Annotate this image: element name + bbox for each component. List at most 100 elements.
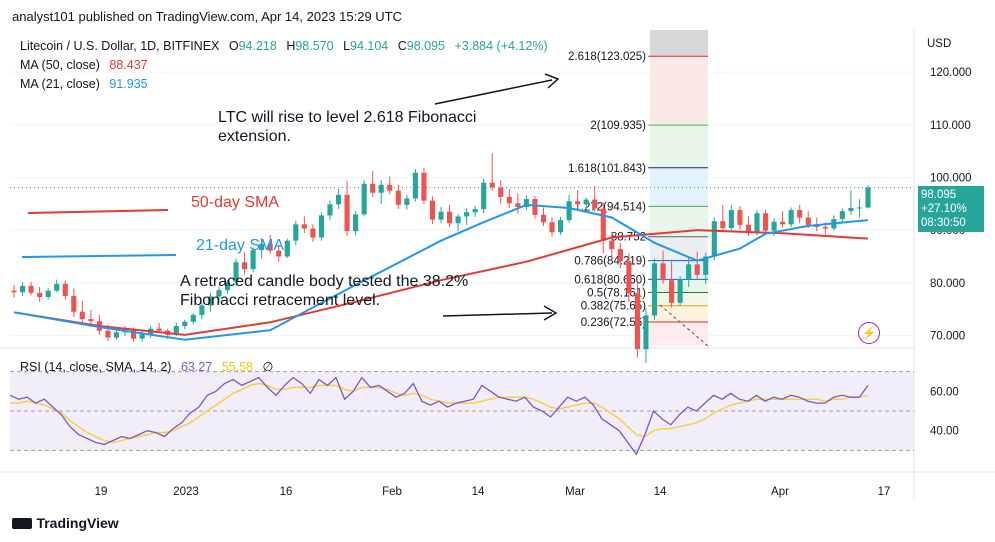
candle-body [182, 321, 188, 326]
ma21-value: 91.935 [109, 77, 148, 91]
time-tick-label: 16 [280, 486, 293, 498]
tradingview-logo-icon [12, 518, 32, 530]
candle-body [805, 217, 811, 225]
retrace-annotation: A retraced candle body tested the 38.2% … [180, 273, 469, 309]
rsi-empty-symbol: ∅ [262, 360, 274, 374]
candle-body [156, 328, 162, 331]
high-label: H [286, 39, 296, 53]
fib-band [650, 305, 708, 322]
candle-body [737, 210, 743, 225]
candle-body [28, 285, 34, 293]
price-tick-label: 80.000 [930, 278, 965, 290]
candle-body [856, 207, 863, 209]
candle-body [216, 290, 222, 297]
target-annotation: LTC will rise to level 2.618 Fibonacci e… [218, 109, 477, 145]
candle-body [694, 264, 700, 275]
candle-body [762, 213, 769, 231]
candle-body [62, 283, 68, 296]
ma21-line [13, 203, 869, 341]
candle-body [207, 296, 213, 306]
rsi-sma-value: 55.58 [221, 360, 253, 374]
ma21-legend: MA (21, close) 91.935 [20, 77, 148, 91]
candle-body [455, 216, 461, 224]
fib-level-label: 2(109.935) [590, 120, 646, 132]
candle-body [643, 315, 649, 350]
candle-body [54, 283, 60, 291]
open-value: 94.218 [238, 39, 277, 53]
sma21-sample-line [21, 254, 177, 258]
rsi-legend: RSI (14, close, SMA, 14, 2) 63.27 55.58 … [20, 359, 273, 374]
rsi-value: 63.27 [180, 360, 213, 374]
low-value: 94.104 [350, 39, 389, 53]
published-header: analyst101 published on TradingView.com,… [12, 9, 403, 24]
fib-top-band [650, 30, 708, 57]
candle-body [242, 262, 248, 270]
candle-body [540, 214, 547, 223]
candle-body [771, 221, 777, 231]
candle-body [865, 187, 871, 208]
close-label: C [397, 39, 407, 53]
open-label: O [228, 39, 239, 53]
candle-body [404, 198, 410, 205]
candle-body [600, 208, 606, 241]
ma50-line [13, 229, 869, 336]
candle-body [575, 201, 581, 205]
close-value: 98.095 [406, 39, 445, 53]
candle-body [335, 194, 342, 205]
last-price-change: +27.10% [921, 203, 967, 215]
arrow-shaft [442, 312, 553, 317]
candle-body [711, 221, 717, 257]
candle-body [310, 228, 316, 238]
candle-body [446, 211, 453, 224]
candle-body [412, 172, 418, 199]
fib-band [650, 125, 708, 168]
candle-body [71, 295, 77, 312]
ma50-legend: MA (50, close) 88.437 [20, 58, 148, 72]
price-tick-label: 110.000 [930, 120, 971, 132]
fib-trend-line [659, 304, 709, 347]
candle-body [583, 199, 589, 205]
high-value: 98.570 [295, 39, 334, 53]
time-tick-label: 14 [654, 486, 667, 498]
candle-body [250, 250, 256, 270]
ma21-label: MA (21, close) [20, 77, 100, 91]
time-tick-label: Apr [771, 486, 789, 498]
candle-body [173, 325, 179, 335]
candle-body [788, 210, 794, 225]
sma50-sample-line [27, 209, 169, 214]
candle-body [361, 183, 367, 215]
fib-level-label: 2.618(123.025) [568, 51, 646, 63]
candle-body [677, 279, 683, 303]
time-tick-label: 2023 [173, 486, 199, 498]
last-price-value: 98.095 [921, 189, 957, 201]
candle-body [780, 221, 786, 225]
candle-body [839, 211, 845, 220]
candle-body [344, 194, 350, 232]
candle-body [651, 263, 658, 316]
candle-body [489, 182, 495, 188]
bar-countdown: 08:30:50 [921, 217, 966, 229]
fib-band [650, 56, 708, 126]
candle-body [848, 208, 854, 212]
currency-label: USD [927, 38, 952, 50]
candle-body [233, 262, 239, 282]
candle-body [532, 199, 538, 215]
candle-body [88, 319, 94, 322]
candle-body [130, 329, 137, 339]
candle-body [728, 210, 734, 229]
symbol-legend: Litecoin / U.S. Dollar, 1D, BITFINEX O94… [20, 39, 548, 53]
candle-body [557, 220, 564, 233]
rsi-line [9, 376, 869, 456]
candle-body [566, 201, 572, 221]
ma50-value: 88.437 [109, 58, 148, 72]
candle-body [669, 280, 675, 303]
lightning-icon[interactable]: ⚡ [858, 322, 880, 344]
candle-body [686, 264, 692, 280]
candle-body [267, 243, 273, 251]
candle-body [745, 224, 752, 233]
candle-body [79, 311, 85, 320]
time-tick-label: 17 [878, 486, 891, 498]
candle-body [592, 199, 598, 209]
candle-body [797, 210, 803, 218]
